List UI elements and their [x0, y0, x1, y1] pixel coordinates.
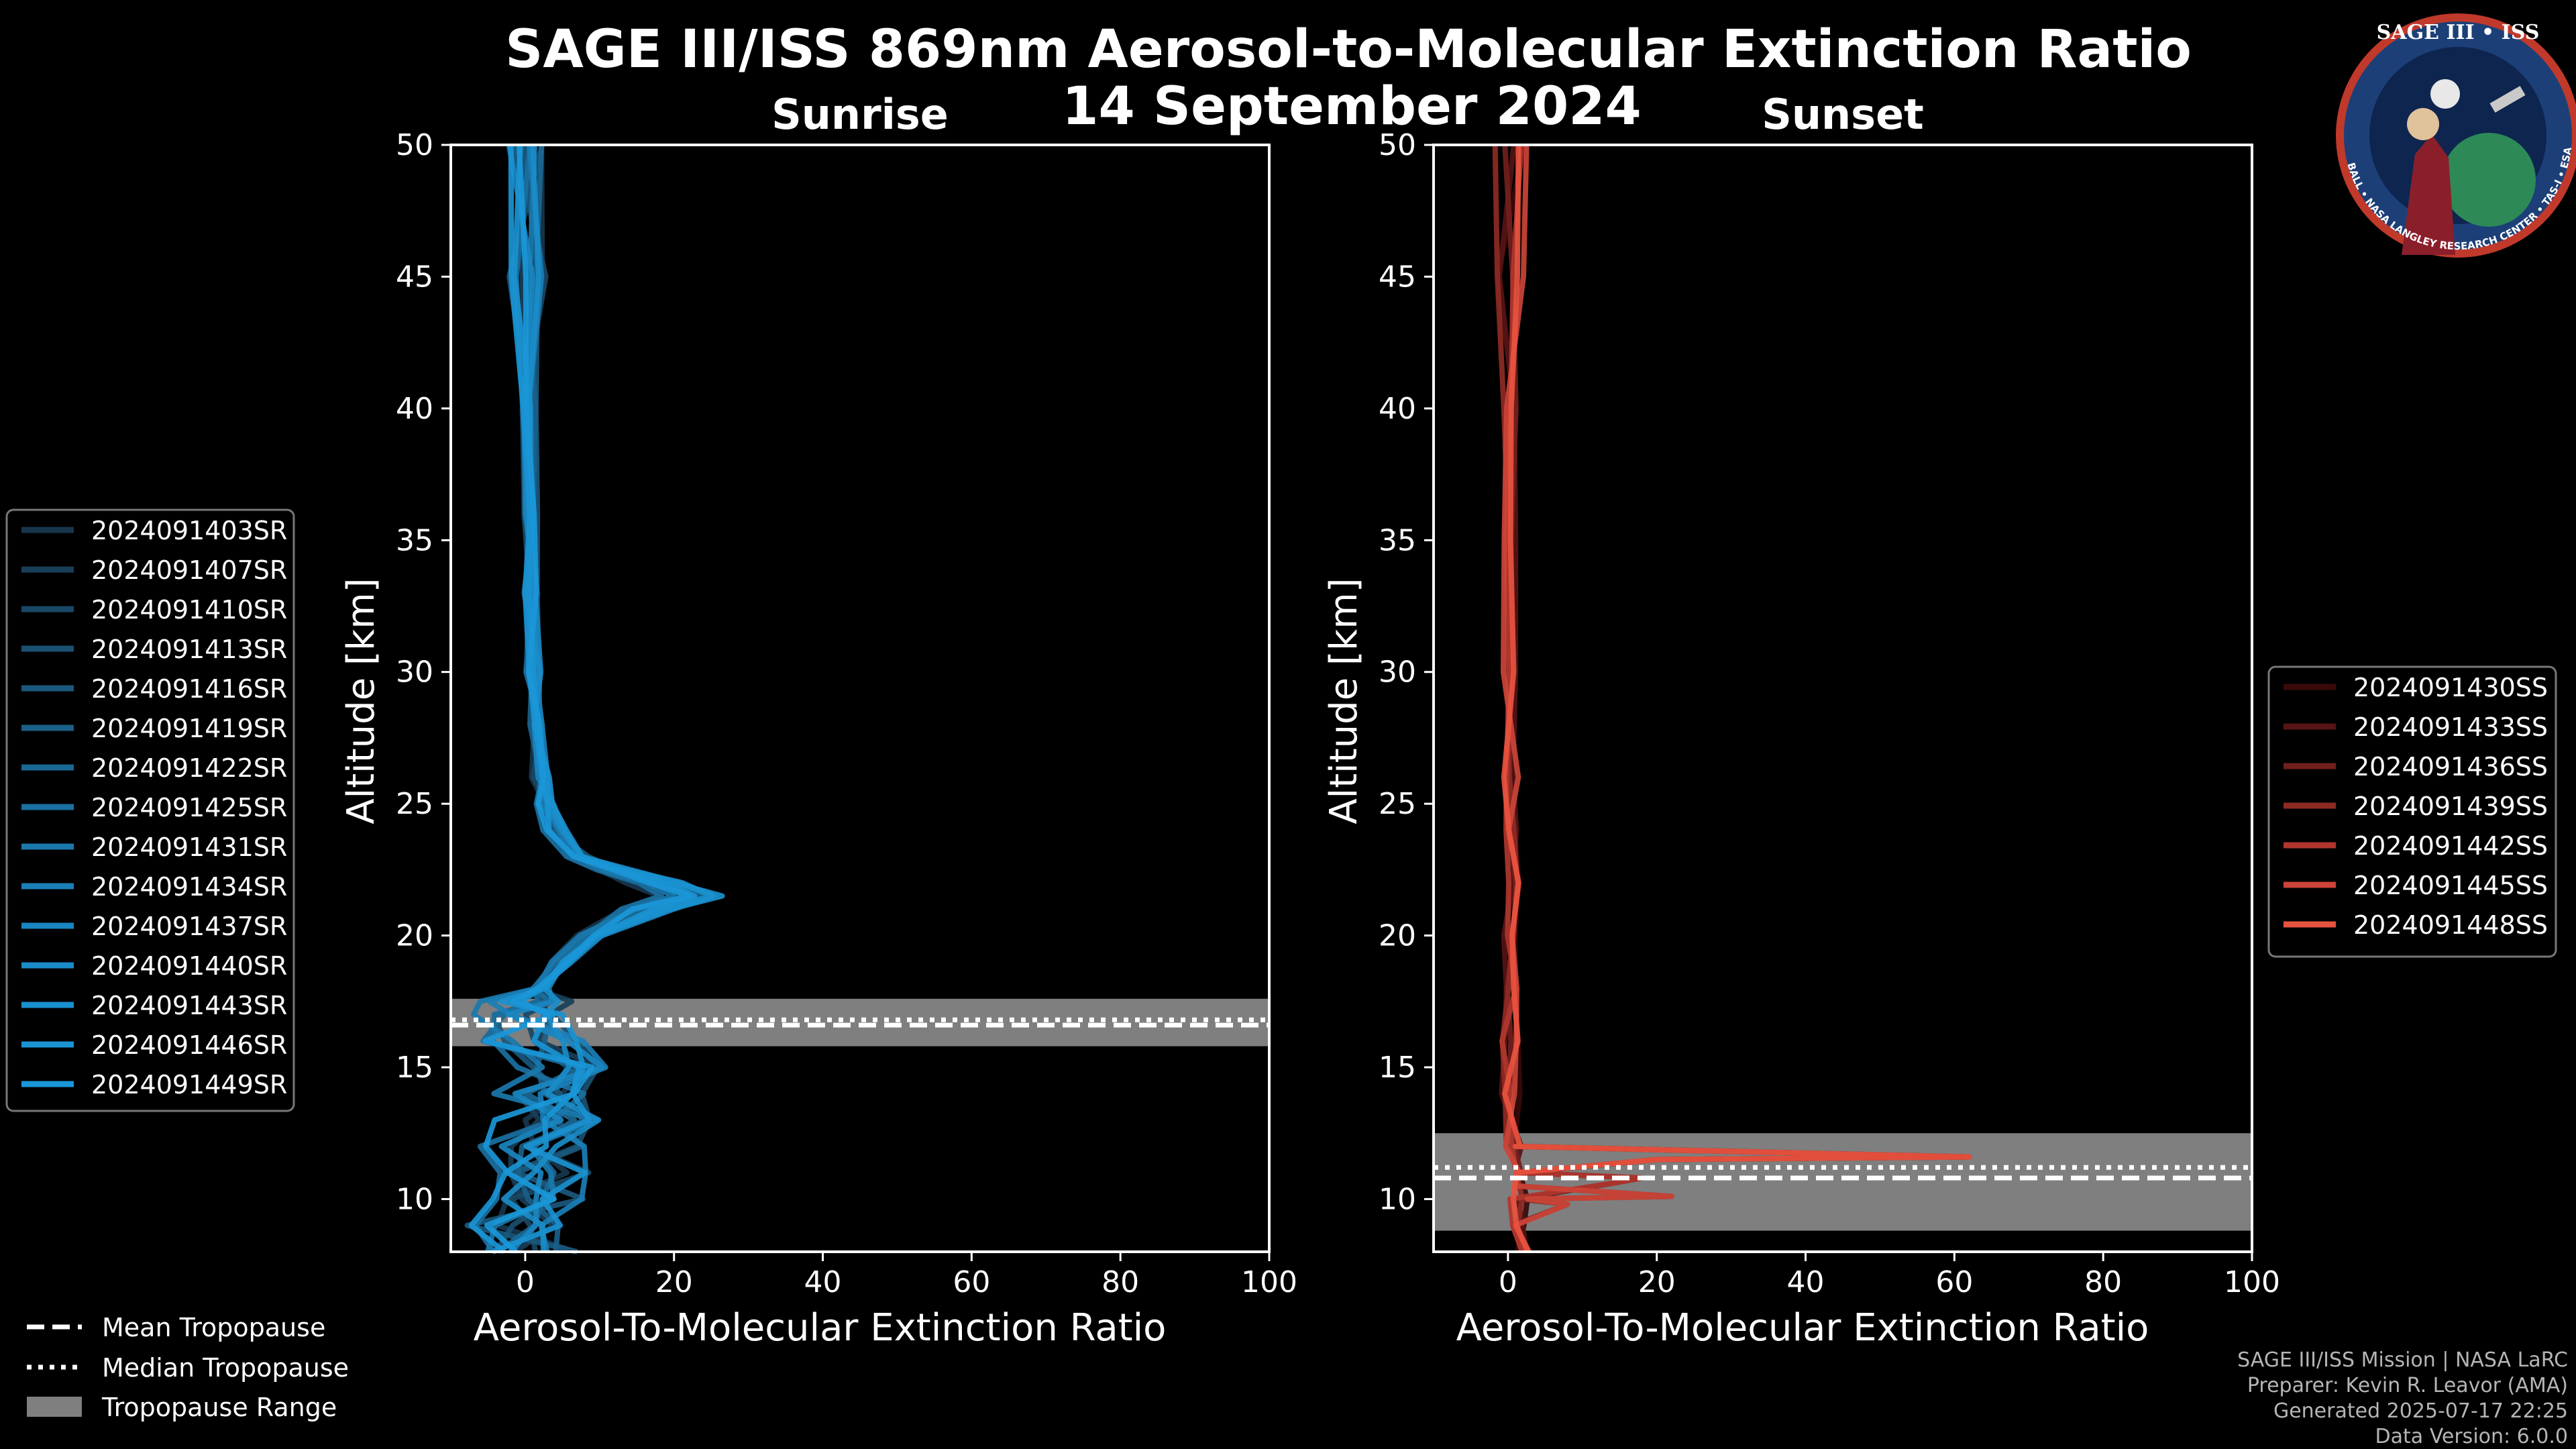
ss-ytick-label: 35: [1379, 523, 1416, 557]
ss-plot-area: [1434, 145, 2252, 1252]
sr-legend-label: 2024091416SR: [91, 674, 287, 704]
sunset-xlabel: Aerosol-To-Molecular Extinction Ratio: [1456, 1306, 2149, 1350]
ss-ytick-label: 40: [1379, 392, 1416, 426]
sr-tropopause-range: [451, 998, 1269, 1046]
sunrise-xlabel: Aerosol-To-Molecular Extinction Ratio: [474, 1306, 1167, 1350]
credit-generated: Generated 2025-07-17 22:25: [2273, 1399, 2568, 1423]
sr-ytick-label: 30: [396, 655, 433, 690]
ss-ytick-label: 30: [1379, 655, 1416, 690]
sr-ytick-label: 35: [396, 523, 433, 557]
credit-mission: SAGE III/ISS Mission | NASA LaRC: [2237, 1348, 2568, 1372]
tropopause-legend: Mean Tropopause Median Tropopause Tropop…: [27, 1313, 349, 1422]
sunset-title: Sunset: [1762, 90, 1924, 139]
ss-legend-label: 2024091436SS: [2353, 752, 2548, 782]
sr-legend-label: 2024091407SR: [91, 555, 287, 585]
tropopause-range-swatch: [27, 1397, 82, 1417]
sr-legend-label: 2024091413SR: [91, 635, 287, 664]
sr-legend-label: 2024091449SR: [91, 1070, 287, 1099]
sr-xtick-label: 0: [516, 1265, 535, 1299]
sr-legend-label: 2024091440SR: [91, 951, 287, 981]
credit-data-version: Data Version: 6.0.0: [2375, 1425, 2568, 1448]
sunset-legend-frame: [2267, 665, 2557, 958]
sr-legend-label: 2024091425SR: [91, 793, 287, 822]
ss-legend-label: 2024091433SS: [2353, 712, 2548, 742]
sr-ytick-label: 10: [396, 1182, 433, 1216]
sr-legend-label: 2024091419SR: [91, 714, 287, 743]
ss-legend-label: 2024091439SS: [2353, 792, 2548, 821]
ss-axes-frame: [1432, 144, 2253, 1253]
sr-ytick-label: 50: [396, 128, 433, 162]
moon-icon: [2430, 79, 2460, 109]
credits: SAGE III/ISS Mission | NASA LaRC Prepare…: [2237, 1348, 2568, 1448]
sr-legend-label: 2024091446SR: [91, 1030, 287, 1060]
ss-legend-label: 2024091442SS: [2353, 831, 2548, 861]
sr-xtick-label: 20: [655, 1265, 693, 1299]
ss-xtick-label: 0: [1499, 1265, 1517, 1299]
ss-ytick-label: 10: [1379, 1182, 1416, 1216]
earth-icon: [2442, 133, 2536, 227]
figure-robe-icon: [2402, 134, 2455, 255]
sunrise-legend-frame: [5, 508, 295, 1112]
sr-series-line: [491, 144, 725, 1254]
sr-legend-label: 2024091434SR: [91, 872, 287, 902]
ss-ytick-label: 50: [1379, 128, 1416, 162]
ss-xtick-label: 80: [2084, 1265, 2122, 1299]
sr-legend-label: 2024091443SR: [91, 991, 287, 1020]
sr-xtick-label: 80: [1102, 1265, 1139, 1299]
tropopause-range-label: Tropopause Range: [101, 1393, 337, 1422]
sunrise-ylabel: Altitude [km]: [339, 578, 383, 824]
ss-legend-label: 2024091448SS: [2353, 910, 2548, 940]
sr-ytick-label: 25: [396, 787, 433, 821]
sunset-ylabel: Altitude [km]: [1322, 578, 1366, 824]
ss-ytick-label: 25: [1379, 787, 1416, 821]
sr-xtick-label: 60: [953, 1265, 990, 1299]
sr-series-line: [482, 144, 692, 1254]
figure-title: SAGE III/ISS 869nm Aerosol-to-Molecular …: [505, 19, 2192, 80]
sunrise-title: Sunrise: [771, 90, 949, 139]
sunset-legend: 2024091430SS 2024091433SS 2024091436SS 2024…: [2267, 665, 2557, 958]
sr-ytick-label: 20: [396, 919, 433, 953]
mean-tropopause-label: Mean Tropopause: [102, 1313, 325, 1342]
ss-series-line: [1501, 144, 1972, 1253]
figure-date: 14 September 2024: [1062, 76, 1642, 137]
sr-xtick-label: 100: [1241, 1265, 1297, 1299]
sunrise-legend: 2024091403SR 2024091407SR 2024091410SR 2024…: [5, 508, 295, 1112]
logo-text: SAGE III • ISS: [2377, 21, 2540, 44]
figure-head-icon: [2407, 108, 2439, 140]
sr-ytick-label: 40: [396, 392, 433, 426]
ss-xtick-label: 100: [2224, 1265, 2280, 1299]
sr-axes-frame: [449, 144, 1271, 1253]
ss-legend-label: 2024091445SS: [2353, 871, 2548, 900]
sr-xtick-label: 40: [804, 1265, 842, 1299]
sr-legend-label: 2024091431SR: [91, 833, 287, 862]
ss-ytick-label: 45: [1379, 260, 1416, 294]
sr-ytick-label: 45: [396, 260, 433, 294]
sunset-panel: 0 20 40 60 80 100 10 15 20 25 30 35 40 45 50: [1379, 128, 2280, 1299]
ss-ytick-label: 15: [1379, 1051, 1416, 1085]
sr-legend-label: 2024091437SR: [91, 912, 287, 941]
ss-legend-label: 2024091430SS: [2353, 673, 2548, 702]
sr-legend-label: 2024091403SR: [91, 516, 287, 545]
sr-ytick-label: 15: [396, 1051, 433, 1085]
sage-mission-logo: SAGE III • ISS BALL • NASA LANGLEY RESEA…: [2336, 13, 2576, 258]
satellite-icon: [2489, 86, 2526, 113]
median-tropopause-label: Median Tropopause: [102, 1353, 349, 1383]
ss-xtick-label: 40: [1787, 1265, 1825, 1299]
ss-xtick-label: 20: [1638, 1265, 1676, 1299]
credit-preparer: Preparer: Kevin R. Leavor (AMA): [2247, 1374, 2568, 1397]
ss-ytick-label: 20: [1379, 919, 1416, 953]
sunrise-panel: 0 20 40 60 80 100 10 15 20 25 30 35 40 45 50: [396, 128, 1297, 1299]
ss-xtick-label: 60: [1935, 1265, 1973, 1299]
sr-legend-label: 2024091422SR: [91, 753, 287, 783]
sr-legend-label: 2024091410SR: [91, 595, 287, 625]
